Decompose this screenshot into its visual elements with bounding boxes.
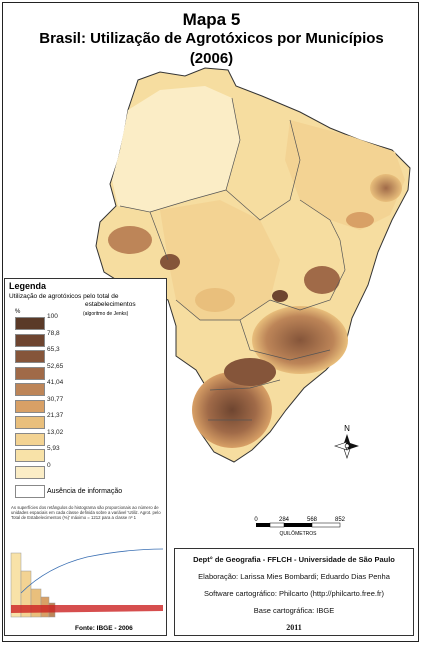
scale-unit: QUILÔMETROS [280,530,318,537]
legend-subtitle: Utilização de agrotóxicos pelo total de [9,293,119,300]
legend-panel: Legenda Utilização de agrotóxicos pelo t… [4,278,167,636]
region-centerwest [160,200,280,320]
legend-swatch [15,383,45,396]
legend-no-data-swatch [15,485,45,498]
credits-authors: Elaboração: Larissa Mies Bombardi; Eduar… [198,572,390,581]
legend-swatch [15,432,45,446]
legend-swatch [15,317,45,330]
goias-hotspot [272,290,288,302]
north-arrow-icon: N [334,424,359,459]
region-northeast [285,120,405,230]
parana-hotspot [224,358,276,386]
state-borders [119,97,346,421]
legend-swatch [15,350,45,363]
scale-bar: 0 284 568 852 QUILÔMETROS [254,517,346,537]
legend-class-value: 100 [47,313,58,320]
legend-class-value: 65,3 [47,346,60,353]
legend-class-value: 41,04 [47,379,64,386]
north-label: N [344,424,350,433]
credits-year: 2011 [286,623,302,632]
legend-swatch [15,416,45,429]
legend-unit: % [15,309,21,315]
legend-note: As superfícies dos retângulos do histogr… [11,505,161,521]
credits-panel: Dept° de Geografia - FFLCH - Universidad… [174,548,414,636]
legend-class-value: 30,77 [47,395,64,403]
legend-class-value: 21,37 [47,412,64,419]
legend-swatch [15,333,45,347]
scale-tick-2: 568 [307,517,318,523]
legend-subtitle-cont: estabelecimentos [85,301,136,308]
map-number-title: Mapa 5 [182,10,241,29]
legend-class-value: 78,8 [47,329,60,337]
map-year: (2006) [189,50,234,67]
legend-class-value: 13,02 [47,428,64,436]
credits-software: Software cartográfico: Philcarto (http:/… [203,589,385,598]
scale-tick-3: 852 [335,517,346,523]
legend-class-value: 52,65 [47,362,64,370]
map-title: Brasil: Utilização de Agrotóxicos por Mu… [39,30,384,47]
pantanal-area [195,288,235,312]
credits-base: Base cartográfica: IBGE [253,606,335,615]
southeast-hotspot [252,306,348,374]
legend-source: Fonte: IBGE - 2006 [75,625,133,632]
legend-no-data-label: Ausência de informação [47,488,123,495]
legend-class-value: 0 [47,461,51,469]
region-north-light [112,86,240,212]
legend-swatch [15,465,45,479]
legend-class-value: 5,93 [47,445,60,452]
legend-histogram [10,548,164,618]
legend-swatch [15,449,45,462]
page-frame [2,2,419,642]
scale-tick-1: 284 [279,517,290,523]
legend-algorithm: (algoritmo de Jenks) [83,311,129,317]
legend-swatch [15,399,45,413]
minas-hotspot [304,266,340,294]
south-hotspot [192,372,272,448]
northeast-coast-hotspot [346,212,374,228]
legend-swatch [15,366,45,380]
scale-tick-0: 0 [254,517,258,523]
northeast-hotspot [370,174,402,202]
credits-department: Dept° de Geografia - FFLCH - Universidad… [193,555,395,564]
legend-title: Legenda [9,281,47,291]
acre-hotspot [160,254,180,270]
rondonia-hotspot [108,226,152,254]
